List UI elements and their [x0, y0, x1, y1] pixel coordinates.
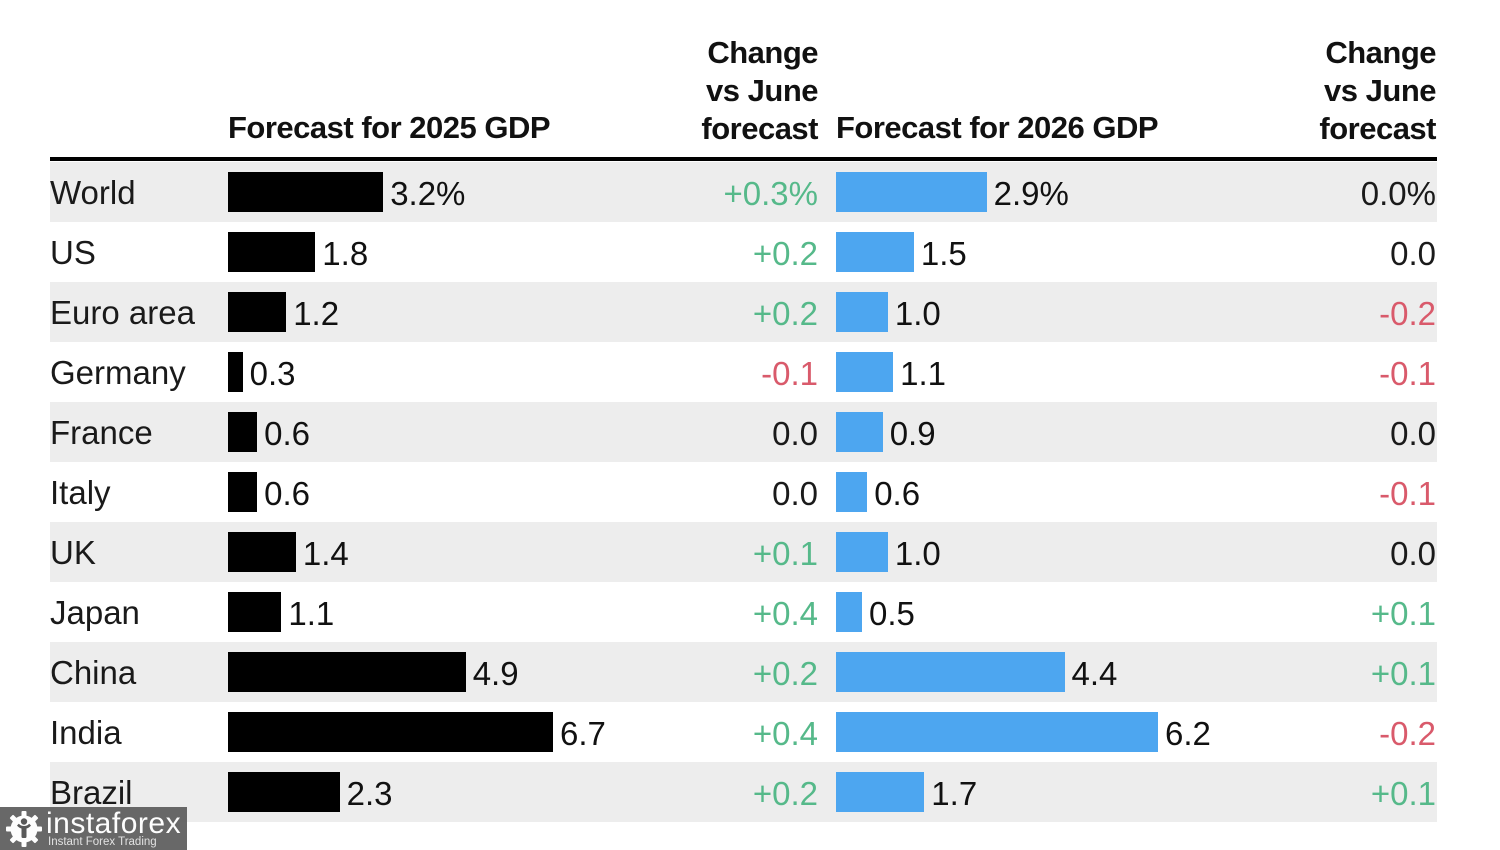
- country-label: China: [50, 654, 137, 691]
- gdp-2025-value: 1.8: [322, 235, 369, 272]
- country-label: France: [50, 414, 153, 451]
- gdp-2026-value: 1.7: [931, 775, 978, 812]
- gdp-2025-value: 3.2%: [390, 175, 466, 212]
- gdp-2026-value: 0.6: [874, 475, 921, 512]
- gdp-2025-bar: [228, 532, 296, 572]
- gdp-2026-value: 0.5: [869, 595, 915, 632]
- table-row: US 1.8 +0.2 1.5 0.0: [50, 222, 1437, 282]
- gdp-2025-bar: [228, 352, 243, 392]
- change-2026-value: 0.0: [1390, 415, 1436, 452]
- change-2026-value: +0.1: [1370, 655, 1436, 692]
- gdp-2025-bar: [228, 592, 282, 632]
- instaforex-gear-icon: [6, 811, 42, 847]
- gdp-2026-bar: [836, 232, 914, 272]
- header-forecast-2025: Forecast for 2025 GDP: [228, 110, 551, 145]
- country-label: Japan: [50, 594, 140, 631]
- gdp-2026-bar: [836, 532, 888, 572]
- gdp-2026-value: 1.1: [900, 355, 946, 392]
- gdp-2026-value: 6.2: [1165, 715, 1211, 752]
- table-row: India 6.7 +0.4 6.2 -0.2: [50, 702, 1437, 762]
- gdp-2026-value: 4.4: [1071, 655, 1118, 692]
- gdp-2026-bar: [836, 772, 925, 812]
- gdp-2026-value: 0.9: [889, 415, 936, 452]
- country-label: Euro area: [50, 294, 195, 331]
- gdp-2026-bar: [836, 352, 894, 392]
- gdp-2026-bar: [836, 172, 987, 212]
- country-label: UK: [50, 534, 96, 571]
- gdp-2026-bar: [836, 712, 1158, 752]
- gdp-2025-bar: [228, 232, 316, 272]
- table-row: Japan 1.1 +0.4 0.5 +0.1: [50, 582, 1437, 642]
- change-2025-value: +0.2: [752, 775, 818, 812]
- gdp-2026-value: 1.0: [894, 535, 941, 572]
- gdp-2025-value: 6.7: [560, 715, 606, 752]
- gdp-2026-value: 1.0: [894, 295, 941, 332]
- change-2026-value: 0.0: [1390, 535, 1436, 572]
- gdp-2025-value: 4.9: [472, 655, 519, 692]
- table-row: Euro area 1.2 +0.2 1.0 -0.2: [50, 282, 1437, 342]
- instaforex-brand-text: instaforex: [46, 807, 182, 840]
- table-row: Brazil 2.3 +0.2 1.7 +0.1: [50, 762, 1437, 822]
- gdp-2025-bar: [228, 712, 553, 752]
- gdp-2026-bar: [836, 472, 868, 512]
- table-row: UK 1.4 +0.1 1.0 0.0: [50, 522, 1437, 582]
- table-row: France 0.6 0.0 0.9 0.0: [50, 402, 1437, 462]
- gdp-2026-value: 1.5: [920, 235, 967, 272]
- change-2025-value: +0.1: [752, 535, 818, 572]
- gdp-2026-value: 2.9%: [993, 175, 1069, 212]
- gdp-2025-value: 1.4: [302, 535, 349, 572]
- change-2025-value: +0.4: [752, 595, 818, 632]
- gdp-2025-bar: [228, 772, 340, 812]
- table-body: World 3.2% +0.3% 2.9% 0.0% US 1.8 +0.2 1…: [50, 162, 1437, 822]
- table-row: World 3.2% +0.3% 2.9% 0.0%: [50, 162, 1437, 222]
- gdp-2025-bar: [228, 412, 258, 452]
- gdp-2026-bar: [836, 412, 883, 452]
- change-2025-value: +0.2: [752, 235, 818, 272]
- country-label: US: [50, 234, 96, 271]
- country-label: Brazil: [50, 774, 133, 811]
- country-label: Italy: [50, 474, 111, 511]
- gdp-2026-bar: [836, 292, 888, 332]
- country-label: Germany: [50, 354, 186, 391]
- instaforex-watermark: instaforex Instant Forex Trading: [0, 807, 187, 850]
- change-2025-value: -0.1: [761, 355, 818, 392]
- gdp-2025-value: 0.6: [264, 475, 310, 512]
- header-divider-rule: [50, 157, 1437, 161]
- change-2026-value: +0.1: [1370, 775, 1436, 812]
- change-2026-value: -0.2: [1379, 715, 1436, 752]
- change-2026-value: 0.0: [1390, 235, 1436, 272]
- country-label: World: [50, 174, 136, 211]
- change-2025-value: 0.0: [772, 415, 818, 452]
- gdp-2025-value: 2.3: [346, 775, 393, 812]
- gdp-2025-bar: [228, 652, 466, 692]
- header-change-vs-june-2026: Change vs June forecast: [1319, 35, 1436, 146]
- gdp-2025-value: 1.1: [288, 595, 335, 632]
- change-2025-value: +0.3%: [723, 175, 819, 212]
- change-2026-value: -0.1: [1379, 355, 1436, 392]
- gdp-2026-bar: [836, 652, 1065, 692]
- gdp-2026-bar: [836, 592, 862, 632]
- change-2025-value: 0.0: [772, 475, 818, 512]
- gdp-2025-bar: [228, 172, 384, 212]
- header-change-vs-june-2025: Change vs June forecast: [701, 35, 818, 146]
- header-forecast-2026: Forecast for 2026 GDP: [836, 110, 1159, 145]
- change-2025-value: +0.4: [752, 715, 818, 752]
- country-label: India: [50, 714, 122, 751]
- change-2025-value: +0.2: [752, 655, 818, 692]
- change-2026-value: 0.0%: [1360, 175, 1436, 212]
- table-row: Germany 0.3 -0.1 1.1 -0.1: [50, 342, 1437, 402]
- change-2026-value: -0.2: [1379, 295, 1436, 332]
- gdp-2025-bar: [228, 472, 258, 512]
- change-2025-value: +0.2: [752, 295, 818, 332]
- change-2026-value: -0.1: [1379, 475, 1436, 512]
- table-row: China 4.9 +0.2 4.4 +0.1: [50, 642, 1437, 702]
- gdp-2025-value: 0.6: [264, 415, 310, 452]
- gdp-2025-value: 0.3: [249, 355, 296, 392]
- gdp-2025-value: 1.2: [293, 295, 340, 332]
- gdp-2025-bar: [228, 292, 287, 332]
- change-2026-value: +0.1: [1370, 595, 1436, 632]
- instaforex-tagline: Instant Forex Trading: [48, 836, 157, 848]
- table-row: Italy 0.6 0.0 0.6 -0.1: [50, 462, 1437, 522]
